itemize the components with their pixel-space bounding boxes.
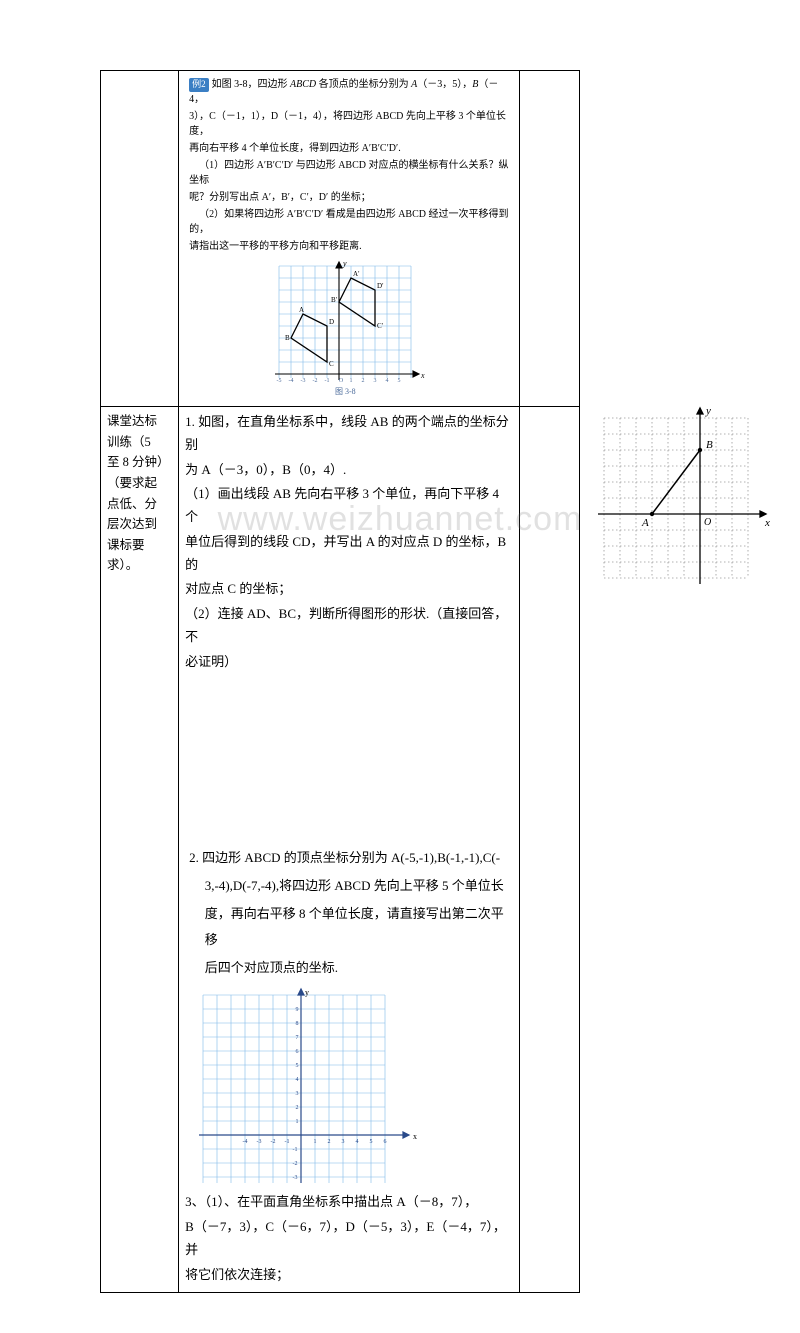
svg-text:3: 3 [374,378,377,384]
row1-col2: 例2如图 3-8，四边形 ABCD 各顶点的坐标分别为 A（－3，5），B（－4… [179,71,520,407]
ex-l2: 3），C（－1，1），D（－1，4），将四边形 ABCD 先向上平移 3 个单位… [189,109,509,139]
svg-text:1: 1 [314,1139,317,1145]
row2-col2: 1. 如图，在直角坐标系中，线段 AB 的两个端点的坐标分别 为 A（－3，0）… [179,407,520,1293]
figure-3-8: x y -5 -4 -3 -2 -1 O1 2 3 4 5 A B C D A′ B′ C′ D′ 图 3-8 [269,258,429,398]
svg-text:2: 2 [328,1139,331,1145]
svg-text:8: 8 [296,1021,299,1027]
svg-text:x: x [413,1132,417,1141]
svg-text:4: 4 [356,1139,359,1145]
c1-1: 课堂达标 [107,414,157,428]
q1-d: 单位后得到的线段 CD，并写出 A 的对应点 D 的坐标，B 的 [185,531,513,577]
q2-c: 度，再向右平移 8 个单位长度，请直接写出第二次平移 [189,901,513,953]
q1-c: （1）画出线段 AB 先向右平移 3 个单位，再向下平移 4 个 [185,483,513,529]
c1-5: 点低、分 [107,497,157,511]
row2-col3 [519,407,579,1293]
c1-4: （要求起 [107,476,157,490]
svg-text:C′: C′ [377,322,384,330]
c1-3: 至 8 分钟） [107,455,170,469]
q3-a: 3、（1）、在平面直角坐标系中描出点 A（－8，7）， [185,1191,513,1214]
svg-text:-4: -4 [289,378,294,384]
svg-text:-1: -1 [285,1139,290,1145]
row1-col1 [101,71,179,407]
ex-l4: （1）四边形 A′B′C′D′ 与四边形 ABCD 对应点的横坐标有什么关系？纵… [189,158,509,188]
svg-text:B: B [706,439,713,451]
svg-text:-2: -2 [293,1161,298,1167]
svg-text:y: y [342,259,347,268]
svg-text:y: y [305,988,309,997]
svg-text:5: 5 [296,1063,299,1069]
svg-text:-3: -3 [301,378,306,384]
svg-text:A: A [641,517,649,529]
svg-text:2: 2 [362,378,365,384]
ex-l7: 请指出这一平移的平移方向和平移距离. [189,239,509,254]
svg-text:-4: -4 [243,1139,248,1145]
svg-text:B′: B′ [331,296,338,304]
c1-2: 训练（5 [107,435,151,449]
svg-text:6: 6 [296,1049,299,1055]
svg-text:1: 1 [350,378,353,384]
svg-text:2: 2 [296,1105,299,1111]
ex-l5: 呢？分别写出点 A′，B′，C′，D′ 的坐标； [189,190,509,205]
svg-text:-5: -5 [277,378,282,384]
svg-text:4: 4 [296,1077,299,1083]
ex-l3: 再向右平移 4 个单位长度，得到四边形 A′B′C′D′. [189,141,509,156]
q2-b: 3,-4),D(-7,-4),将四边形 ABCD 先向上平移 5 个单位长 [189,873,513,899]
svg-text:3: 3 [296,1091,299,1097]
svg-text:y: y [705,405,711,417]
svg-text:B: B [285,334,290,342]
svg-text:-2: -2 [313,378,318,384]
svg-text:O: O [704,517,711,528]
ex-l1a: 如图 3-8，四边形 [212,79,290,90]
example-text: 例2如图 3-8，四边形 ABCD 各顶点的坐标分别为 A（－3，5），B（－4… [185,75,513,402]
svg-text:3: 3 [342,1139,345,1145]
svg-text:-3: -3 [293,1175,298,1181]
q1-b: 为 A（－3，0），B（0，4）. [185,459,513,482]
svg-text:-2: -2 [271,1139,276,1145]
c1-7: 课标要求）。 [107,538,145,573]
q1-side-grid: x y O A B [590,404,770,594]
q3-c: 将它们依次连接； [185,1264,513,1287]
svg-text:1: 1 [296,1119,299,1125]
example-tag: 例2 [189,78,209,92]
ex-l6: （2）如果将四边形 A′B′C′D′ 看成是由四边形 ABCD 经过一次平移得到… [189,207,509,237]
svg-text:D′: D′ [377,282,384,290]
q1-e: 对应点 C 的坐标； [185,578,513,601]
q2-a: 2. 四边形 ABCD 的顶点坐标分别为 A(-5,-1),B(-1,-1),C… [189,845,513,871]
q1-g: 必证明） [185,651,513,674]
q3-b: B（－7，3），C（－6，7），D（－5，3），E（－4，7），并 [185,1216,513,1262]
svg-text:O: O [339,378,344,384]
q1-f: （2）连接 AD、BC，判断所得图形的形状.（直接回答，不 [185,603,513,649]
ex-l1b: 各顶点的坐标分别为 [316,79,411,90]
lesson-table: 例2如图 3-8，四边形 ABCD 各顶点的坐标分别为 A（－3，5），B（－4… [100,70,580,1293]
svg-text:A: A [299,306,304,314]
svg-text:x: x [764,517,770,529]
svg-text:A′: A′ [353,270,360,278]
svg-text:x: x [420,371,425,380]
svg-text:9: 9 [296,1007,299,1013]
q1-a: 1. 如图，在直角坐标系中，线段 AB 的两个端点的坐标分别 [185,411,513,457]
svg-text:6: 6 [384,1139,387,1145]
svg-text:-1: -1 [293,1147,298,1153]
svg-text:4: 4 [386,378,389,384]
q2-grid: x y -4 -3 -2 -1 1 2 3 4 5 6 1 2 3 4 5 6 7 8 9 -1 -2 -3 [193,987,423,1187]
row1-col3 [519,71,579,407]
svg-text:C: C [329,360,334,368]
svg-text:-3: -3 [257,1139,262,1145]
svg-text:D: D [329,318,334,326]
svg-text:5: 5 [370,1139,373,1145]
row2-col1: 课堂达标 训练（5 至 8 分钟） （要求起 点低、分 层次达到 课标要求）。 [101,407,179,1293]
q2-d: 后四个对应顶点的坐标. [189,955,513,981]
c1-6: 层次达到 [107,517,157,531]
svg-text:-1: -1 [325,378,330,384]
svg-text:5: 5 [398,378,401,384]
svg-text:图 3-8: 图 3-8 [335,387,356,396]
svg-text:7: 7 [296,1035,299,1041]
